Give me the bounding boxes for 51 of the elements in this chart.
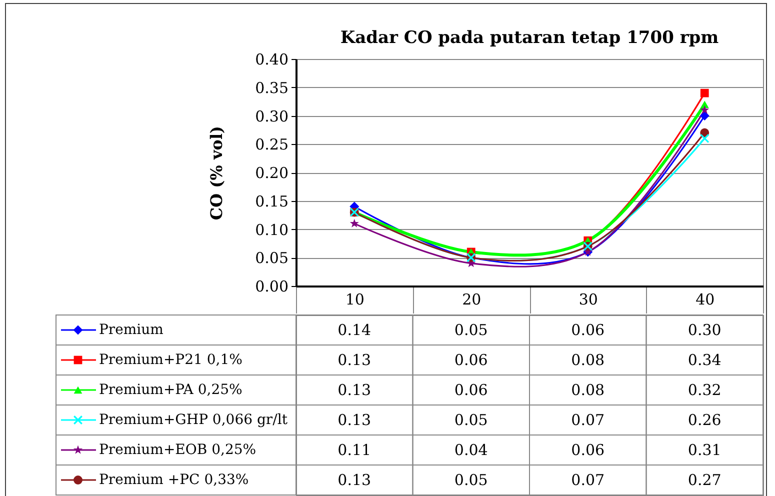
data-label: 0.13 <box>338 471 372 489</box>
data-label: 0.27 <box>688 471 722 489</box>
data-label: 0.06 <box>571 441 605 459</box>
data-label: 0.08 <box>571 381 605 399</box>
data-label: 0.08 <box>571 351 605 369</box>
legend-label: Premium+EOB 0,25% <box>99 442 256 458</box>
data-label: 0.11 <box>338 441 372 459</box>
data-label: 0.32 <box>688 381 722 399</box>
data-label: 0.06 <box>571 321 605 339</box>
point <box>700 111 710 120</box>
y-tick-label: 0.30 <box>255 107 288 126</box>
data-label: 0.34 <box>688 351 722 369</box>
data-label: 0.04 <box>454 441 488 459</box>
data-label: 0.31 <box>688 441 722 459</box>
y-tick-label: 0.00 <box>255 278 288 296</box>
legend-label: Premium+P21 0,1% <box>99 352 242 368</box>
point <box>700 105 710 114</box>
data-label: 0.13 <box>338 411 372 429</box>
x-tick-label: 30 <box>578 290 598 308</box>
y-tick-label: 0.10 <box>255 220 288 239</box>
y-tick-label: 0.25 <box>255 136 288 154</box>
data-label: 0.05 <box>454 321 488 339</box>
data-label: 0.26 <box>688 411 722 429</box>
y-axis-title: CO (% vol) <box>207 126 226 220</box>
data-label: 0.06 <box>454 351 488 369</box>
chart-title: Kadar CO pada putaran tetap 1700 rpm <box>340 28 719 48</box>
data-label: 0.05 <box>454 411 488 429</box>
y-tick-label: 0.35 <box>255 78 288 97</box>
legend-label: Premium+GHP 0,066 gr/lt <box>99 412 288 428</box>
y-tick-label: 0.40 <box>255 50 288 68</box>
data-label: 0.07 <box>571 411 605 429</box>
data-label: 0.06 <box>454 381 488 399</box>
legend-label: Premium +PC 0,33% <box>99 472 249 488</box>
y-tick-label: 0.20 <box>255 164 288 182</box>
point <box>700 100 709 108</box>
point <box>700 134 710 144</box>
data-label: 0.05 <box>454 471 488 489</box>
data-label: 0.07 <box>571 471 605 489</box>
legend-label: Premium+PA 0,25% <box>99 382 242 398</box>
point <box>350 218 359 228</box>
data-label: 0.13 <box>338 351 372 369</box>
legend-label: Premium <box>99 322 164 338</box>
x-tick-label: 40 <box>696 290 715 308</box>
point <box>700 88 709 98</box>
y-tick-label: 0.15 <box>255 192 288 210</box>
data-label: 0.13 <box>338 381 372 399</box>
y-tick-label: 0.05 <box>255 249 288 268</box>
data-label: 0.14 <box>338 321 372 339</box>
data-label: 0.30 <box>688 321 722 339</box>
x-tick-label: 20 <box>462 290 482 308</box>
x-tick-label: 10 <box>345 290 364 308</box>
